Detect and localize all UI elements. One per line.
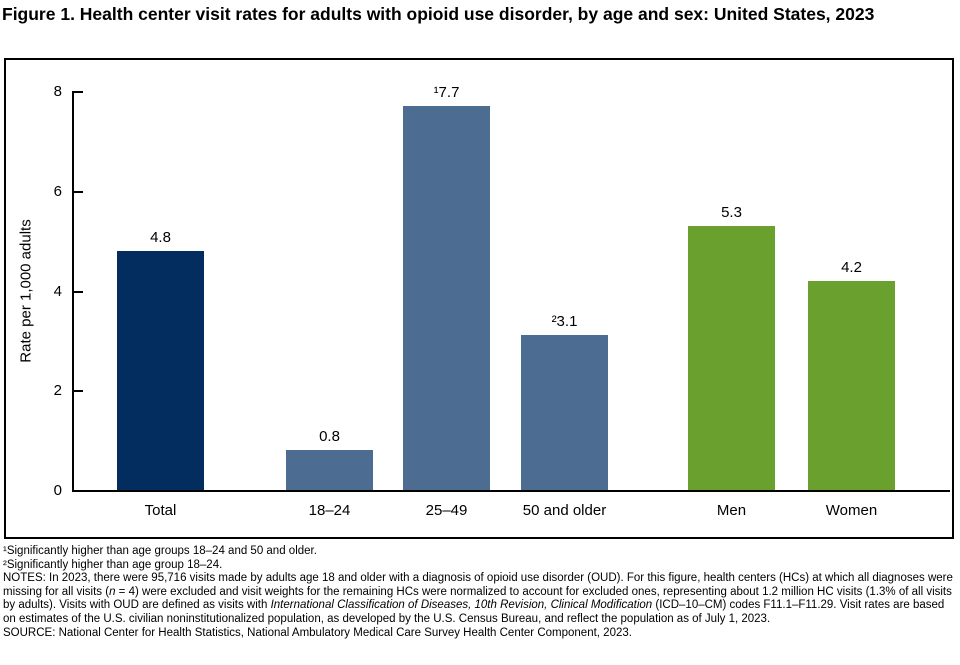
footnote-source: SOURCE: National Center for Health Stati… [3,626,632,639]
bar-25-49 [403,105,490,490]
figure-title: Figure 1. Health center visit rates for … [2,4,875,24]
x-axis-label-18-24: 18–24 [308,502,351,519]
bar-women [808,280,895,490]
y-tick-mark [72,390,83,393]
bar-value-label: ¹7.7 [433,83,460,101]
x-axis-label-women: Women [825,502,878,519]
x-axis-label-50-and-older: 50 and older [522,502,607,519]
y-tick-mark [72,91,83,93]
bar-value-label: 4.2 [841,258,862,276]
footnote-1: ¹Significantly higher than age groups 18… [3,545,317,557]
bar-50-and-older [521,335,608,490]
bar-value-label: 4.8 [150,228,171,246]
x-axis-line [72,490,950,492]
x-axis-label-total: Total [144,502,177,519]
footnote-notes: NOTES: In 2023, there were 95,716 visits… [3,572,953,625]
x-axis-label-25-49: 25–49 [425,502,468,519]
y-tick-mark [72,190,83,193]
bar-total [117,250,204,490]
y-tick-label: 8 [53,83,62,100]
y-tick-label: 4 [53,282,62,300]
y-tick-label: 0 [53,482,62,499]
chart-frame: Rate per 1,000 adults 0 2 4 6 8 4.8 Total 0.8 18… [4,58,954,539]
bar-value-label: 5.3 [721,203,742,221]
y-tick-label: 6 [53,182,62,200]
x-axis-label-men: Men [716,502,747,519]
y-tick-mark [72,290,83,293]
footnote-2: ²Significantly higher than age group 18–… [3,558,223,571]
y-tick-label: 2 [53,382,62,400]
footnotes: ¹Significantly higher than age groups 18… [3,545,957,640]
plot-area: Rate per 1,000 adults 0 2 4 6 8 4.8 Total 0.8 18… [6,60,952,537]
bar-18-24 [286,450,373,490]
bar-men [688,225,775,490]
bar-value-label: ²3.1 [551,313,578,331]
bar-value-label: 0.8 [319,428,340,446]
